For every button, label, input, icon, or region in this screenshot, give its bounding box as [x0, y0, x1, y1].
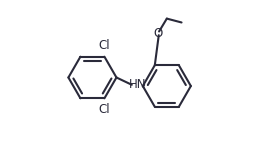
- Text: Cl: Cl: [99, 103, 110, 116]
- Text: O: O: [153, 27, 162, 40]
- Text: HN: HN: [129, 78, 146, 91]
- Text: Cl: Cl: [99, 39, 110, 52]
